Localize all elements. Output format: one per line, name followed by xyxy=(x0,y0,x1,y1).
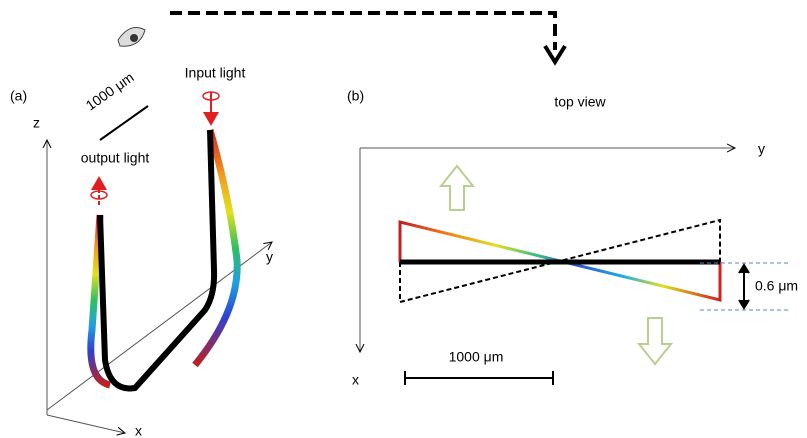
axis-label: x xyxy=(352,372,359,388)
axis-label: y xyxy=(758,141,765,157)
x-axis xyxy=(47,415,125,433)
panel-label: (a) xyxy=(10,88,27,104)
axis-label: z xyxy=(33,115,40,131)
figure: (a) z y x 1000 μm Input light output lig… xyxy=(0,0,807,438)
scale-bar xyxy=(100,106,148,140)
output-label: output light xyxy=(81,150,150,166)
eye-icon xyxy=(118,28,145,47)
motion-arrow xyxy=(639,318,671,364)
scale-label: 1000 μm xyxy=(449,349,504,365)
scale-label: 1000 μm xyxy=(83,69,137,114)
view-path xyxy=(170,13,555,50)
view-title: top view xyxy=(554,94,606,110)
fiber xyxy=(100,130,214,388)
input-label: Input light xyxy=(185,65,246,81)
axis-label: x xyxy=(135,423,142,438)
axis-label: y xyxy=(266,249,273,265)
motion-arrow xyxy=(441,166,473,210)
gap-label: 0.6 μm xyxy=(755,278,798,294)
panel-label: (b) xyxy=(347,88,364,104)
